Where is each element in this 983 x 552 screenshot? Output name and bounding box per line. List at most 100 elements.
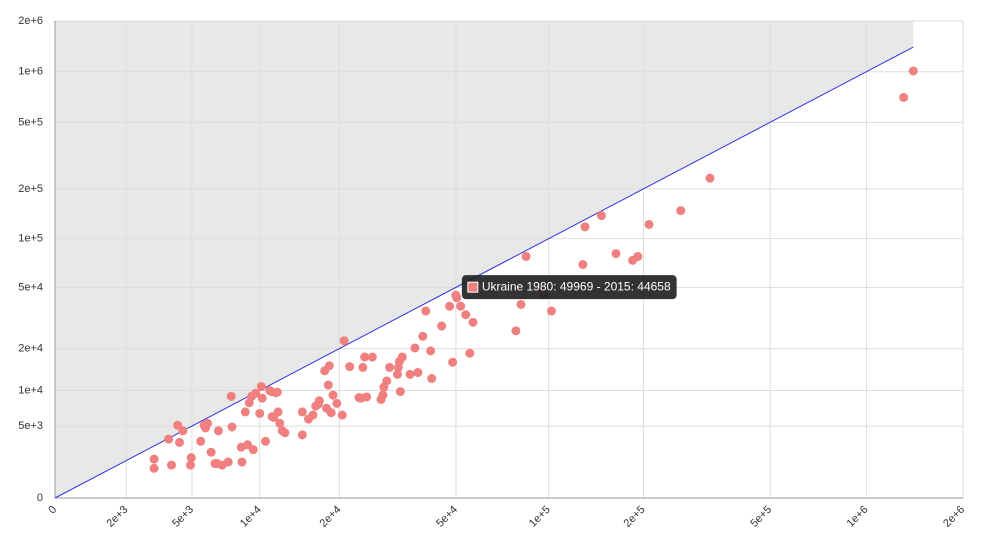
point xyxy=(413,368,423,378)
point xyxy=(149,454,159,464)
y-tick-label: 2e+5 xyxy=(18,183,43,195)
point xyxy=(332,398,342,408)
point xyxy=(240,407,250,417)
point xyxy=(248,445,258,455)
point xyxy=(437,321,447,331)
point xyxy=(378,390,388,400)
y-tick-label: 1e+4 xyxy=(18,384,43,396)
point xyxy=(358,362,368,372)
point xyxy=(206,447,216,457)
y-tick-label: 0 xyxy=(37,492,43,504)
point xyxy=(196,436,206,446)
x-tick-label: 1e+4 xyxy=(238,504,264,530)
point xyxy=(308,410,318,420)
point xyxy=(580,222,590,232)
point xyxy=(452,293,462,303)
point xyxy=(456,301,466,311)
x-tick-label: 5e+3 xyxy=(170,504,196,530)
point xyxy=(175,437,185,447)
point xyxy=(255,408,265,418)
point xyxy=(395,387,405,397)
point xyxy=(339,336,349,346)
point xyxy=(314,396,324,406)
point xyxy=(328,390,338,400)
point xyxy=(899,92,909,102)
point xyxy=(516,299,526,309)
point xyxy=(468,317,478,327)
point xyxy=(164,434,174,444)
tooltip-text: Ukraine 1980: 49969 - 2015: 44658 xyxy=(482,279,671,293)
point xyxy=(465,348,475,358)
point xyxy=(908,66,918,76)
point xyxy=(427,374,437,384)
point xyxy=(676,206,686,216)
shaded-region xyxy=(55,21,914,498)
point xyxy=(367,352,377,362)
point xyxy=(521,251,531,261)
point xyxy=(705,173,715,183)
point xyxy=(326,408,336,418)
x-tick-label: 5e+4 xyxy=(434,504,460,530)
point xyxy=(578,260,588,270)
point xyxy=(272,387,282,397)
y-tick-label: 5e+5 xyxy=(18,116,43,128)
point xyxy=(382,376,392,386)
x-tick-label: 1e+6 xyxy=(845,504,871,530)
point xyxy=(237,457,247,467)
point xyxy=(345,362,355,372)
point xyxy=(426,346,436,356)
point xyxy=(546,306,556,316)
point xyxy=(223,457,233,467)
point xyxy=(273,407,283,417)
point xyxy=(257,393,267,403)
x-tick-label: 5e+5 xyxy=(748,504,774,530)
point xyxy=(275,418,285,428)
point xyxy=(405,369,415,379)
y-tick-label: 1e+6 xyxy=(18,66,43,78)
y-tick-label: 5e+3 xyxy=(18,420,43,432)
point xyxy=(633,251,643,261)
point xyxy=(511,326,521,336)
x-tick-label: 2e+5 xyxy=(622,504,648,530)
x-tick-label: 1e+5 xyxy=(527,504,553,530)
point xyxy=(256,382,266,392)
point xyxy=(362,392,372,402)
point xyxy=(448,357,458,367)
point xyxy=(297,430,307,440)
x-tick-label: 0 xyxy=(46,504,59,517)
point xyxy=(410,343,420,353)
point xyxy=(445,301,455,311)
point xyxy=(280,428,290,438)
point xyxy=(173,420,183,430)
point xyxy=(149,463,159,473)
point xyxy=(421,306,431,316)
point xyxy=(213,426,223,436)
y-tick-label: 2e+4 xyxy=(18,343,43,355)
point xyxy=(186,460,196,470)
point xyxy=(226,391,236,401)
y-tick-label: 1e+5 xyxy=(18,233,43,245)
point xyxy=(297,407,307,417)
point xyxy=(324,361,334,371)
point xyxy=(166,460,176,470)
tooltip-swatch xyxy=(467,281,479,293)
point xyxy=(596,211,606,221)
point xyxy=(203,418,213,428)
point xyxy=(186,453,196,463)
y-tick-label: 2e+6 xyxy=(18,15,43,27)
point xyxy=(611,249,621,259)
tooltip: Ukraine 1980: 49969 - 2015: 44658 xyxy=(461,275,677,300)
point xyxy=(227,422,237,432)
point xyxy=(385,362,395,372)
point xyxy=(323,380,333,390)
x-tick-label: 2e+6 xyxy=(941,504,967,530)
reference-line xyxy=(54,46,914,499)
point xyxy=(337,410,347,420)
point xyxy=(418,331,428,341)
point xyxy=(461,310,471,320)
point xyxy=(392,369,402,379)
y-tick-label: 5e+4 xyxy=(18,281,43,293)
point xyxy=(360,352,370,362)
x-tick-label: 2e+4 xyxy=(318,504,344,530)
